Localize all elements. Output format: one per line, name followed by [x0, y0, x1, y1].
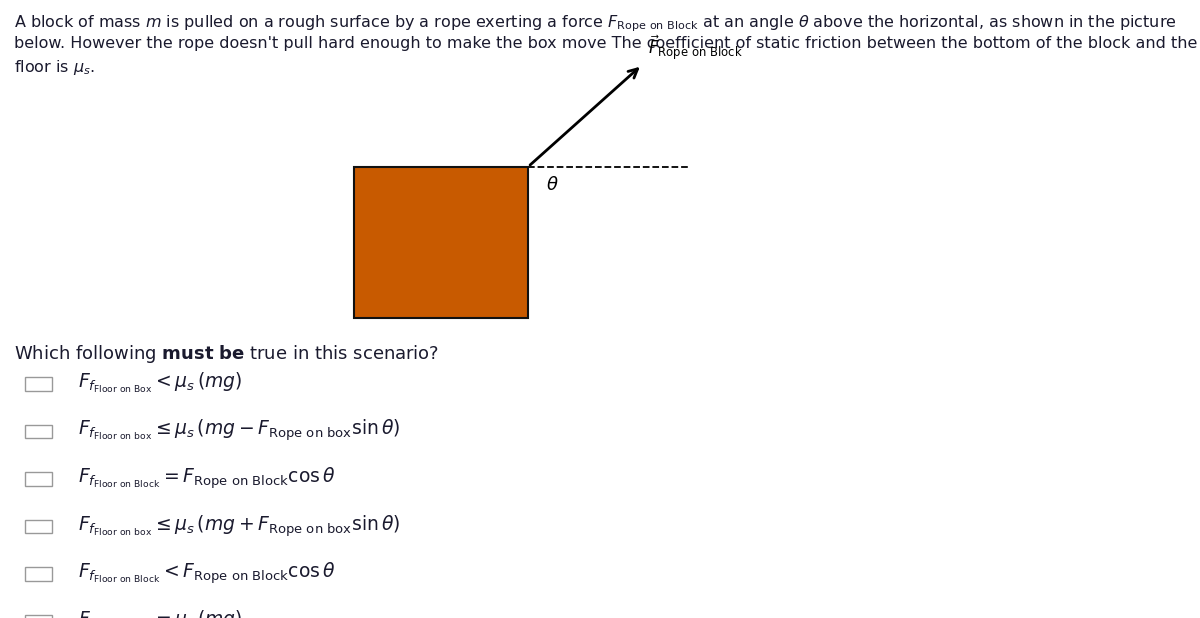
FancyBboxPatch shape: [25, 425, 52, 438]
Text: A block of mass $m$ is pulled on a rough surface by a rope exerting a force $F_{: A block of mass $m$ is pulled on a rough…: [14, 14, 1177, 34]
Text: floor is $\mu_s$.: floor is $\mu_s$.: [14, 58, 96, 77]
FancyBboxPatch shape: [25, 377, 52, 391]
FancyBboxPatch shape: [25, 567, 52, 581]
FancyBboxPatch shape: [25, 520, 52, 533]
Text: $F_{f_{\mathrm{Floor\ on\ Block}}} = F_{\mathrm{Rope\ on\ Block}}\cos\theta$: $F_{f_{\mathrm{Floor\ on\ Block}}} = F_{…: [78, 465, 336, 491]
Text: $F_{f_{\mathrm{Floor\ on\ Block}}} < F_{\mathrm{Rope\ on\ Block}}\cos\theta$: $F_{f_{\mathrm{Floor\ on\ Block}}} < F_{…: [78, 561, 336, 586]
Text: $F_{f_{\mathrm{Floor\ on\ box}}} \leq \mu_s\,(mg - F_{\mathrm{Rope\ on\ box}}\si: $F_{f_{\mathrm{Floor\ on\ box}}} \leq \m…: [78, 418, 401, 444]
Text: $F_{f_{\mathrm{Floor\ on\ Box}}} = \mu_s\,(mg)$: $F_{f_{\mathrm{Floor\ on\ Box}}} = \mu_s…: [78, 609, 242, 618]
FancyBboxPatch shape: [25, 472, 52, 486]
Text: $\vec{F}_{\mathrm{Rope\ on\ Block}}$: $\vec{F}_{\mathrm{Rope\ on\ Block}}$: [648, 33, 743, 62]
Text: below. However the rope doesn't pull hard enough to make the box move The coeffi: below. However the rope doesn't pull har…: [14, 36, 1198, 51]
Text: $F_{f_{\mathrm{Floor\ on\ box}}} \leq \mu_s\,(mg + F_{\mathrm{Rope\ on\ box}}\si: $F_{f_{\mathrm{Floor\ on\ box}}} \leq \m…: [78, 513, 401, 539]
Text: Which following $\mathbf{must\ be}$ true in this scenario?: Which following $\mathbf{must\ be}$ true…: [14, 343, 439, 365]
Text: $F_{f_{\mathrm{Floor\ on\ Box}}} < \mu_s\,(mg)$: $F_{f_{\mathrm{Floor\ on\ Box}}} < \mu_s…: [78, 371, 242, 396]
Bar: [354, 167, 528, 318]
FancyBboxPatch shape: [25, 615, 52, 618]
Text: $\theta$: $\theta$: [546, 176, 559, 194]
